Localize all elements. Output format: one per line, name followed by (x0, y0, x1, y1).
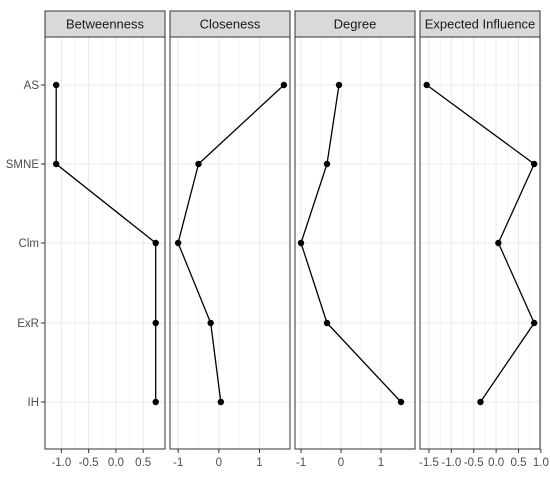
x-tick-label-degree: 0 (338, 457, 344, 469)
strip-label-degree: Degree (334, 17, 377, 32)
y-tick-label-as: AS (24, 80, 40, 92)
point-betweenness-exr (152, 319, 159, 327)
strip-closeness (169, 10, 291, 38)
point-degree-smne (323, 160, 331, 168)
panel-border-degree (294, 36, 416, 450)
x-tick-label-betweenness: 0.5 (135, 457, 151, 469)
point-expected-influence-as (423, 81, 430, 89)
x-tick-label-expected-influence: -1.5 (419, 457, 439, 469)
x-tick-label-degree: -1 (296, 457, 306, 469)
point-closeness-as (280, 81, 288, 89)
strip-label-closeness: Closeness (200, 17, 261, 32)
strip-label-betweenness: Betweenness (66, 17, 145, 32)
y-tick-label-clm: Clm (19, 238, 39, 250)
point-expected-influence-smne (530, 160, 538, 168)
x-tick-label-expected-influence: 1.0 (533, 457, 549, 469)
x-tick-label-expected-influence: -0.5 (464, 457, 484, 469)
x-tick-label-degree: 1 (378, 457, 384, 469)
point-betweenness-as (52, 81, 60, 89)
x-tick-label-closeness: 1 (256, 457, 262, 469)
x-tick-label-expected-influence: -1.0 (441, 457, 461, 469)
panel-border-expected-influence (419, 36, 541, 450)
y-tick-label-exr: ExR (17, 318, 39, 330)
strip-betweenness (44, 10, 166, 38)
x-tick-label-closeness: 0 (216, 457, 222, 469)
panel-border-betweenness (44, 36, 166, 450)
x-tick-label-expected-influence: 0.5 (511, 457, 527, 469)
strip-expected-influence (419, 10, 541, 38)
point-betweenness-ih (152, 398, 159, 406)
point-closeness-smne (195, 160, 202, 168)
point-betweenness-smne (52, 160, 60, 168)
point-betweenness-clm (152, 239, 159, 247)
panel-border-closeness (169, 36, 291, 450)
point-closeness-ih (217, 398, 225, 406)
y-tick-label-ih: IH (28, 397, 40, 409)
point-degree-as (335, 81, 343, 89)
x-tick-label-closeness: -1 (173, 457, 183, 469)
strip-label-expected-influence: Expected Influence (425, 17, 536, 32)
x-tick-label-expected-influence: 0.0 (488, 457, 504, 469)
point-degree-clm (297, 239, 305, 247)
y-tick-label-smne: SMNE (6, 159, 40, 171)
x-tick-label-betweenness: -1.0 (51, 457, 71, 469)
x-tick-label-betweenness: 0.0 (108, 457, 124, 469)
point-expected-influence-clm (495, 239, 502, 247)
point-expected-influence-exr (530, 319, 538, 327)
point-degree-exr (323, 319, 331, 327)
point-closeness-clm (174, 239, 182, 247)
x-tick-label-betweenness: -0.5 (79, 457, 99, 469)
point-degree-ih (397, 398, 405, 406)
point-expected-influence-ih (477, 398, 484, 406)
point-closeness-exr (207, 319, 214, 327)
strip-degree (294, 10, 416, 38)
